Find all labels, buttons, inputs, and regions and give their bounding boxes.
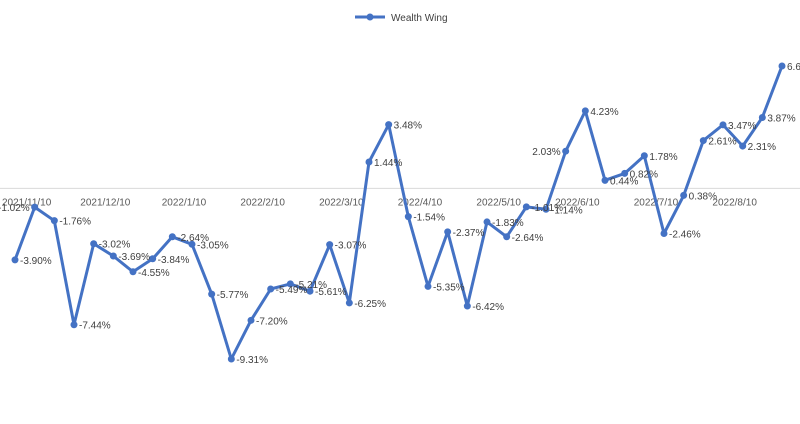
data-point	[444, 228, 452, 236]
data-point	[640, 152, 648, 160]
data-point	[149, 255, 157, 263]
x-tick-label: 2022/2/10	[240, 197, 285, 208]
data-point	[11, 256, 19, 264]
data-point	[601, 176, 609, 184]
x-tick-labels: 2021/11/10 2021/12/10 2022/1/10 2022/2/10 20…	[2, 197, 757, 208]
legend-label: Wealth Wing	[391, 13, 448, 24]
data-label: -1.54%	[413, 213, 445, 224]
data-point	[208, 290, 216, 298]
data-label: 3.48%	[394, 121, 422, 132]
data-label: 6.68%	[787, 62, 800, 73]
data-label: -9.31%	[236, 355, 268, 366]
data-label: -1.14%	[551, 205, 583, 216]
data-label: 0.44%	[610, 176, 638, 187]
data-label: -2.37%	[453, 228, 485, 239]
data-point	[168, 233, 176, 241]
data-point	[31, 203, 39, 211]
data-point	[621, 169, 629, 177]
data-label: -3.02%	[99, 240, 131, 251]
data-label: 1.78%	[649, 152, 677, 163]
data-label: 2.03%	[532, 147, 560, 158]
data-label: -3.84%	[158, 255, 190, 266]
data-label: -7.44%	[79, 321, 111, 332]
data-point	[286, 280, 294, 288]
data-label: -5.61%	[315, 287, 347, 298]
x-tick-label: 2022/3/10	[319, 197, 364, 208]
data-point	[660, 229, 668, 237]
data-label: 3.47%	[728, 121, 756, 132]
data-points	[11, 62, 786, 363]
data-label: -3.69%	[118, 252, 150, 263]
data-label: -7.20%	[256, 316, 288, 327]
data-label: -1.02%	[0, 203, 30, 214]
data-point	[404, 213, 412, 221]
data-label: 4.23%	[590, 107, 618, 118]
data-label: -5.49%	[276, 285, 308, 296]
legend: Wealth Wing	[355, 13, 448, 24]
data-point	[109, 252, 117, 260]
data-point	[581, 107, 589, 115]
data-point	[758, 113, 766, 121]
data-label: 0.38%	[689, 191, 717, 202]
data-label: -1.76%	[59, 217, 91, 228]
data-point	[483, 218, 491, 226]
data-point	[542, 205, 550, 213]
series-line-wealth-wing	[13, 65, 784, 361]
data-label: -2.64%	[512, 233, 544, 244]
data-label: -4.55%	[138, 268, 170, 279]
data-label: -3.07%	[335, 241, 367, 252]
data-label: -6.42%	[472, 302, 504, 313]
data-point	[365, 158, 373, 166]
data-label: 3.87%	[767, 113, 795, 124]
data-label: 2.61%	[708, 137, 736, 148]
data-point	[778, 62, 786, 70]
data-point	[50, 217, 58, 225]
data-label: -6.25%	[354, 299, 386, 310]
data-point	[70, 321, 78, 329]
data-label: -5.21%	[295, 280, 327, 291]
data-label: -2.46%	[669, 229, 701, 240]
x-tick-label: 2022/4/10	[398, 197, 443, 208]
data-point	[562, 147, 570, 155]
data-label: -1.83%	[492, 218, 524, 229]
data-label: -3.05%	[197, 240, 229, 251]
data-point	[326, 241, 334, 249]
data-point	[345, 299, 353, 307]
data-label: -3.90%	[20, 256, 52, 267]
x-tick-label: 2021/11/10	[2, 197, 52, 208]
x-tick-label: 2022/6/10	[555, 197, 600, 208]
data-label: -5.35%	[433, 282, 465, 293]
data-point	[680, 191, 688, 199]
data-point	[267, 285, 275, 293]
data-point	[306, 287, 314, 295]
data-label: 1.44%	[374, 158, 402, 169]
data-label: -2.64%	[177, 233, 209, 244]
x-tick-label: 2021/12/10	[80, 197, 130, 208]
data-label: -5.77%	[217, 290, 249, 301]
data-point	[227, 355, 235, 363]
data-labels: -3.90% -1.02% -1.76% -7.44% -3.02%-3.69% -4.5…	[0, 62, 800, 366]
legend-dot-marker	[366, 13, 374, 21]
data-point	[503, 233, 511, 241]
data-point	[424, 282, 432, 290]
data-point	[90, 240, 98, 248]
data-label: 0.82%	[630, 169, 658, 180]
data-point	[719, 121, 727, 129]
data-point	[247, 316, 255, 324]
data-point	[739, 142, 747, 150]
data-point	[188, 240, 196, 248]
x-tick-label: 2022/5/10	[476, 197, 521, 208]
x-tick-label: 2022/1/10	[162, 197, 207, 208]
data-label: 2.31%	[748, 142, 776, 153]
data-point	[522, 203, 530, 211]
data-point	[463, 302, 471, 310]
data-label: -1.01%	[531, 203, 563, 214]
x-tick-label: 2022/8/10	[712, 197, 757, 208]
data-point	[699, 137, 707, 145]
data-point	[385, 121, 393, 129]
data-point	[129, 268, 137, 276]
